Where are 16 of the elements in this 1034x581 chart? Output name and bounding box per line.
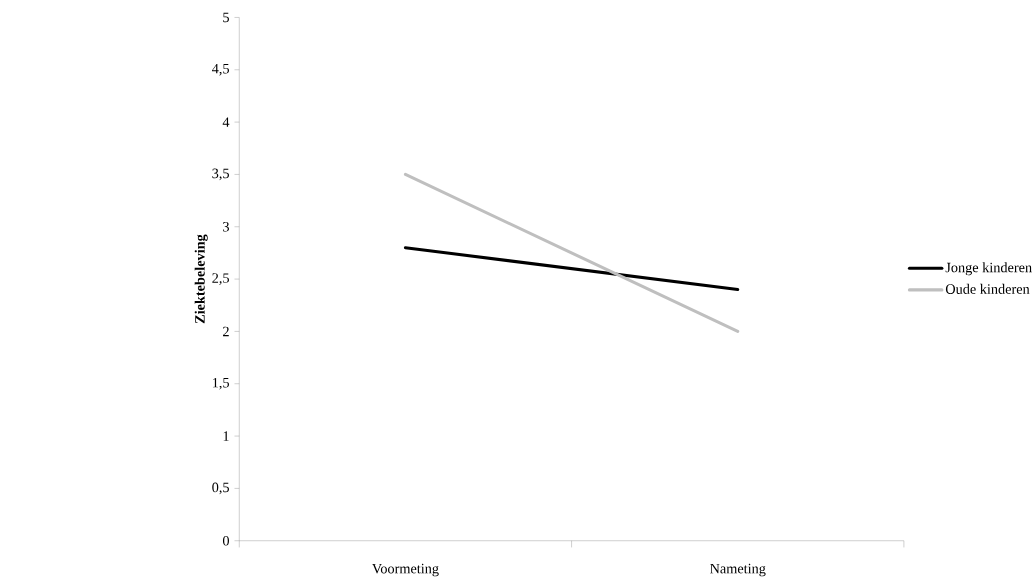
y-axis-title: Ziektebeleving <box>194 234 208 324</box>
y-tick-label: 3 <box>223 221 229 232</box>
x-tick-label: Nameting <box>710 563 766 577</box>
x-tick-label: Voormeting <box>372 563 439 577</box>
y-tick-label: 0,5 <box>212 482 229 495</box>
y-tick-label: 2,5 <box>212 273 229 285</box>
y-tick-label: 1,5 <box>212 377 229 390</box>
y-tick-label: 2 <box>223 326 229 337</box>
y-tick-label: 4 <box>222 117 230 127</box>
y-tick-label: 1 <box>223 431 229 441</box>
legend-label: Oude kinderen <box>945 283 1030 294</box>
y-tick-label: 4,5 <box>212 63 229 76</box>
y-tick-label: 3,5 <box>212 168 229 181</box>
legend-label: Jonge kinderen <box>945 262 1032 276</box>
y-tick-label: 5 <box>223 12 229 23</box>
y-tick-label: 0 <box>222 535 230 546</box>
